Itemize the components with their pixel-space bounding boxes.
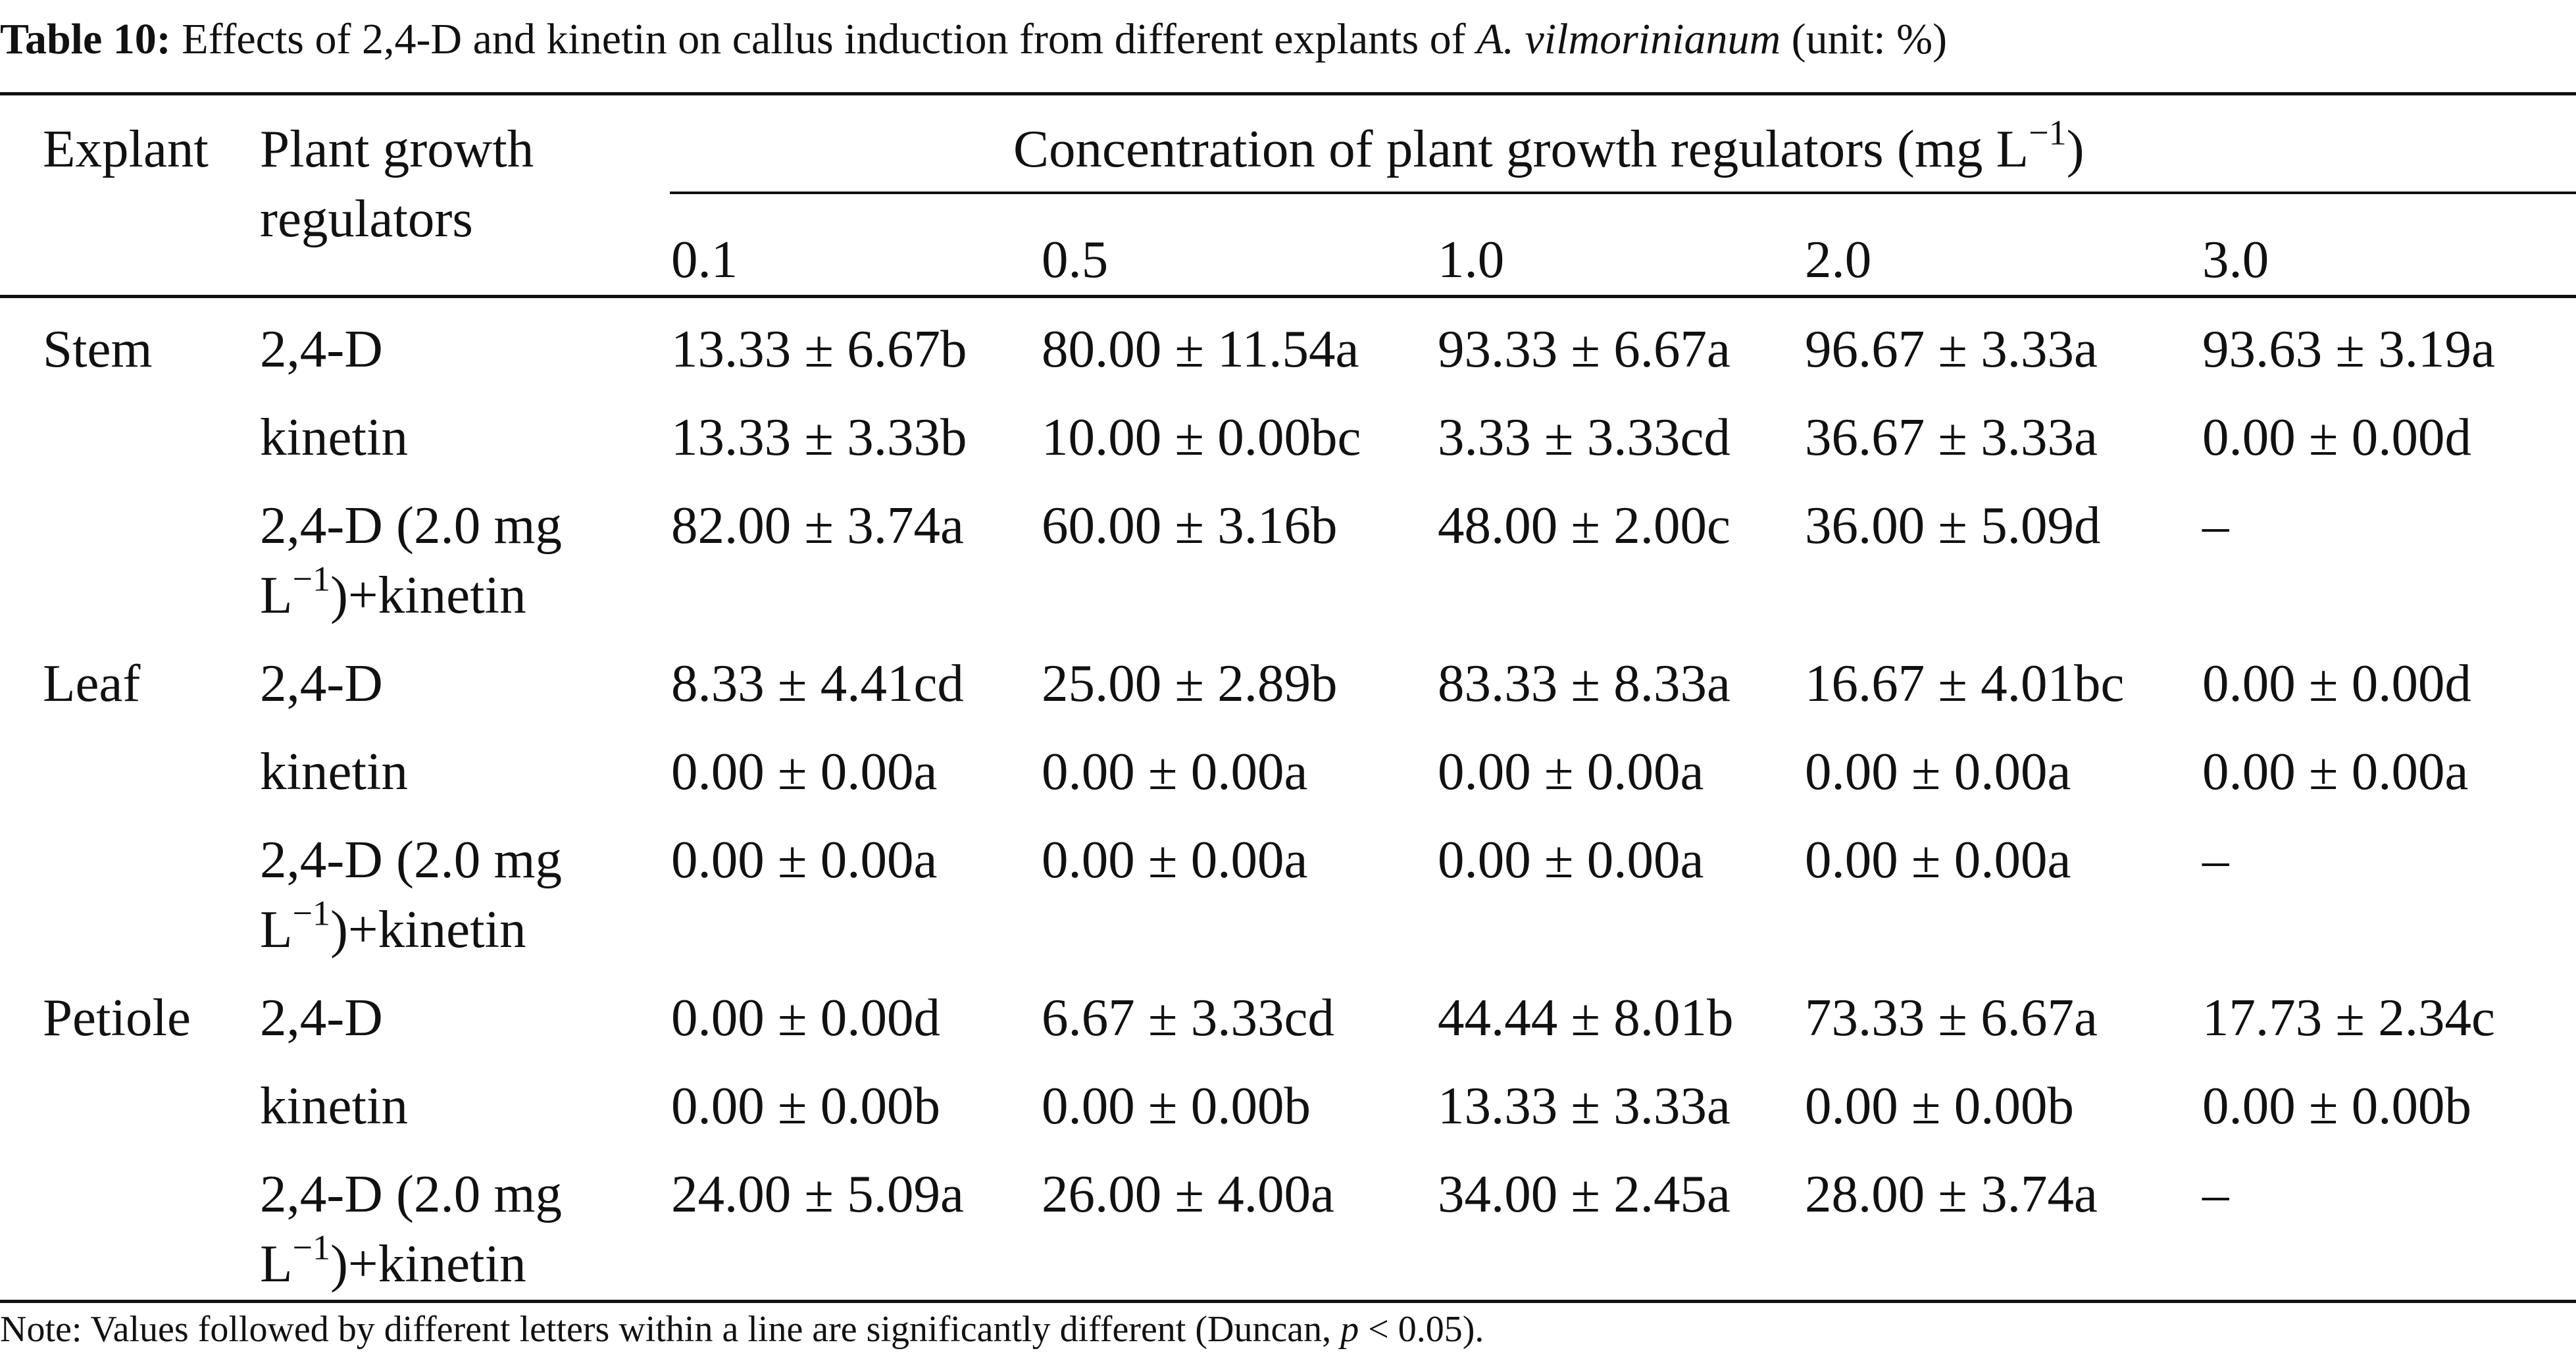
value-cell: 83.33 ± 8.33a	[1438, 653, 1730, 713]
value-cell: 0.00 ± 0.00a	[1805, 830, 2071, 889]
pgr-label: 2,4-D (2.0 mg	[260, 496, 562, 555]
value-cell: 44.44 ± 8.01b	[1438, 988, 1734, 1047]
value-cell: 24.00 ± 5.09a	[671, 1164, 964, 1223]
value-cell: 13.33 ± 6.67b	[671, 319, 967, 378]
value-cell: 0.00 ± 0.00a	[1042, 830, 1308, 889]
value-cell: 93.33 ± 6.67a	[1438, 319, 1730, 378]
note-threshold: < 0.05).	[1368, 1309, 1484, 1350]
value-cell: 10.00 ± 0.00bc	[1042, 407, 1361, 467]
pgr-unit-exponent: −1	[292, 1227, 330, 1267]
concentration-exponent: −1	[2029, 113, 2067, 153]
header-level: 1.0	[1438, 230, 1505, 289]
pgr-label: 2,4-D (2.0 mg	[260, 1164, 562, 1223]
bottom-rule	[0, 1300, 2576, 1303]
value-cell: –	[2202, 830, 2229, 889]
top-rule	[0, 92, 2576, 95]
value-cell: 0.00 ± 0.00b	[2202, 1076, 2471, 1135]
value-cell: 0.00 ± 0.00d	[671, 988, 940, 1047]
header-pgr-line2: regulators	[260, 189, 473, 248]
value-cell: 60.00 ± 3.16b	[1042, 496, 1338, 555]
pgr-label: 2,4-D (2.0 mg	[260, 830, 562, 889]
pgr-label-line2: L−1)+kinetin	[260, 894, 526, 965]
value-cell: 0.00 ± 0.00d	[2202, 653, 2471, 713]
concentration-text: Concentration of plant growth regulators…	[1013, 119, 2029, 178]
note-p: p	[1340, 1309, 1359, 1350]
pgr-tail: )+kinetin	[330, 1234, 526, 1293]
value-cell: 26.00 ± 4.00a	[1042, 1164, 1334, 1223]
pgr-unit-exponent: −1	[292, 893, 330, 933]
value-cell: 73.33 ± 6.67a	[1805, 988, 2098, 1047]
value-cell: 3.33 ± 3.33cd	[1438, 407, 1730, 467]
table-caption: Table 10: Effects of 2,4-D and kinetin o…	[0, 7, 1947, 72]
pgr-label: 2,4-D	[260, 653, 383, 713]
pgr-unit: L	[260, 1234, 293, 1293]
value-cell: 13.33 ± 3.33b	[671, 407, 967, 467]
explant-label: Petiole	[43, 988, 191, 1047]
header-level: 3.0	[2202, 230, 2269, 289]
header-concentration: Concentration of plant growth regulators…	[1013, 113, 2084, 184]
value-cell: 28.00 ± 3.74a	[1805, 1164, 2098, 1223]
value-cell: 17.73 ± 2.34c	[2202, 988, 2495, 1047]
value-cell: 13.33 ± 3.33a	[1438, 1076, 1730, 1135]
value-cell: 16.67 ± 4.01bc	[1805, 653, 2125, 713]
pgr-label: kinetin	[260, 407, 408, 467]
pgr-label: kinetin	[260, 742, 408, 801]
table-label: Table 10:	[0, 15, 171, 63]
value-cell: 93.63 ± 3.19a	[2202, 319, 2495, 378]
value-cell: 0.00 ± 0.00b	[671, 1076, 940, 1135]
value-cell: 0.00 ± 0.00b	[1042, 1076, 1311, 1135]
pgr-unit: L	[260, 565, 293, 625]
header-bottom-rule	[0, 295, 2576, 298]
value-cell: 48.00 ± 2.00c	[1438, 496, 1730, 555]
value-cell: 25.00 ± 2.89b	[1042, 653, 1338, 713]
header-explant: Explant	[43, 119, 209, 178]
table-note: Note: Values followed by different lette…	[0, 1302, 1484, 1357]
pgr-unit: L	[260, 900, 293, 959]
value-cell: 6.67 ± 3.33cd	[1042, 988, 1334, 1047]
value-cell: 0.00 ± 0.00a	[1805, 742, 2071, 801]
value-cell: 36.67 ± 3.33a	[1805, 407, 2098, 467]
concentration-rule	[670, 192, 2576, 194]
pgr-label: 2,4-D	[260, 319, 383, 378]
explant-label: Leaf	[43, 653, 141, 713]
pgr-unit-exponent: −1	[292, 559, 330, 599]
pgr-label: 2,4-D	[260, 988, 383, 1047]
value-cell: 96.67 ± 3.33a	[1805, 319, 2098, 378]
pgr-tail: )+kinetin	[330, 900, 526, 959]
value-cell: 0.00 ± 0.00a	[1438, 830, 1704, 889]
value-cell: 0.00 ± 0.00a	[671, 830, 938, 889]
concentration-close: )	[2066, 119, 2084, 178]
header-pgr-line1: Plant growth	[260, 119, 534, 178]
value-cell: 0.00 ± 0.00a	[671, 742, 938, 801]
value-cell: 0.00 ± 0.00a	[1042, 742, 1308, 801]
caption-text: Effects of 2,4-D and kinetin on callus i…	[182, 15, 1466, 63]
value-cell: 8.33 ± 4.41cd	[671, 653, 964, 713]
caption-unit: (unit: %)	[1791, 15, 1948, 63]
caption-species: A. vilmorinianum	[1477, 15, 1781, 63]
value-cell: 0.00 ± 0.00b	[1805, 1076, 2074, 1135]
value-cell: –	[2202, 496, 2229, 555]
header-level: 0.5	[1042, 230, 1109, 289]
value-cell: 34.00 ± 2.45a	[1438, 1164, 1730, 1223]
value-cell: 82.00 ± 3.74a	[671, 496, 964, 555]
explant-label: Stem	[43, 319, 153, 378]
pgr-label: kinetin	[260, 1076, 408, 1135]
pgr-label-line2: L−1)+kinetin	[260, 559, 526, 630]
pgr-tail: )+kinetin	[330, 565, 526, 625]
value-cell: –	[2202, 1164, 2229, 1223]
note-text: Note: Values followed by different lette…	[0, 1309, 1332, 1350]
header-level: 2.0	[1805, 230, 1872, 289]
value-cell: 0.00 ± 0.00a	[1438, 742, 1704, 801]
value-cell: 0.00 ± 0.00a	[2202, 742, 2469, 801]
value-cell: 80.00 ± 11.54a	[1042, 319, 1359, 378]
value-cell: 36.00 ± 5.09d	[1805, 496, 2101, 555]
value-cell: 0.00 ± 0.00d	[2202, 407, 2471, 467]
pgr-label-line2: L−1)+kinetin	[260, 1228, 526, 1299]
header-level: 0.1	[671, 230, 738, 289]
